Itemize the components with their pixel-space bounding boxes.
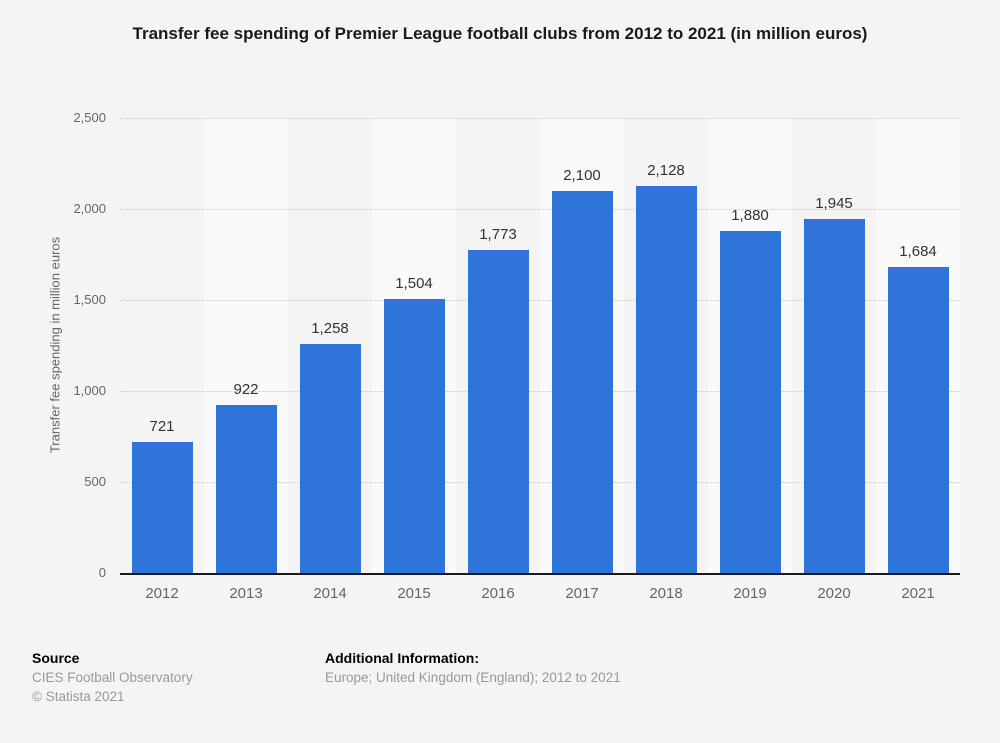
y-axis-title: Transfer fee spending in million euros <box>47 236 63 454</box>
bar-value-label: 1,773 <box>479 226 517 244</box>
bar-2013 <box>215 405 277 573</box>
bar-value-label: 721 <box>149 417 175 435</box>
bar-value-label: 2,100 <box>563 166 601 184</box>
chart-title: Transfer fee spending of Premier League … <box>132 24 868 43</box>
y-tick-label: 1,000 <box>73 383 106 398</box>
x-tick-label: 2021 <box>901 585 935 602</box>
bar-value-label: 2,128 <box>647 161 685 179</box>
bar-value-label: 1,945 <box>815 195 853 213</box>
x-tick-label: 2016 <box>481 585 515 602</box>
x-tick-label: 2017 <box>565 585 599 602</box>
additional-info-text: Europe; United Kingdom (England); 2012 t… <box>325 670 621 685</box>
source-name: CIES Football Observatory <box>32 670 193 685</box>
bar-value-label: 1,504 <box>395 275 433 293</box>
x-tick-label: 2014 <box>313 585 347 602</box>
bar-value-label: 1,258 <box>311 320 349 338</box>
grid-line <box>120 118 960 119</box>
x-tick-label: 2015 <box>397 585 431 602</box>
plot-area: 721 922 1,258 1,504 1,773 2,100 2,128 1,880 1,94… <box>120 118 960 575</box>
bar-value-label: 1,684 <box>899 242 937 260</box>
bar-2019 <box>719 230 781 573</box>
y-tick-label: 2,500 <box>73 110 106 125</box>
bar-2016 <box>467 250 529 573</box>
x-tick-label: 2019 <box>733 585 767 602</box>
grid-line <box>120 391 960 392</box>
y-tick-label: 1,500 <box>73 292 106 307</box>
additional-info-label: Additional Information: <box>325 650 479 666</box>
y-tick-label: 2,000 <box>73 201 106 216</box>
x-axis-line <box>120 573 960 575</box>
bar-2012 <box>131 441 193 573</box>
x-tick-label: 2012 <box>145 585 179 602</box>
bar-2020 <box>803 219 865 573</box>
copyright-notice: © Statista 2021 <box>32 689 125 704</box>
grid-line <box>120 482 960 483</box>
bar-value-label: 1,880 <box>731 206 769 224</box>
bar-2018 <box>635 185 697 573</box>
bar-2014 <box>299 344 361 573</box>
x-tick-label: 2018 <box>649 585 683 602</box>
source-label: Source <box>32 650 80 666</box>
y-tick-label: 500 <box>84 474 106 489</box>
bar-2015 <box>383 299 445 573</box>
source-block: Source CIES Football Observatory © Stati… <box>32 650 193 708</box>
bar-2017 <box>551 190 613 573</box>
x-tick-label: 2020 <box>817 585 851 602</box>
grid-line <box>120 209 960 210</box>
x-tick-label: 2013 <box>229 585 263 602</box>
grid-line <box>120 300 960 301</box>
additional-info-block: Additional Information: Europe; United K… <box>325 650 621 689</box>
bar-value-label: 922 <box>233 381 259 399</box>
y-tick-label: 0 <box>98 565 106 580</box>
bar-2021 <box>887 266 949 573</box>
